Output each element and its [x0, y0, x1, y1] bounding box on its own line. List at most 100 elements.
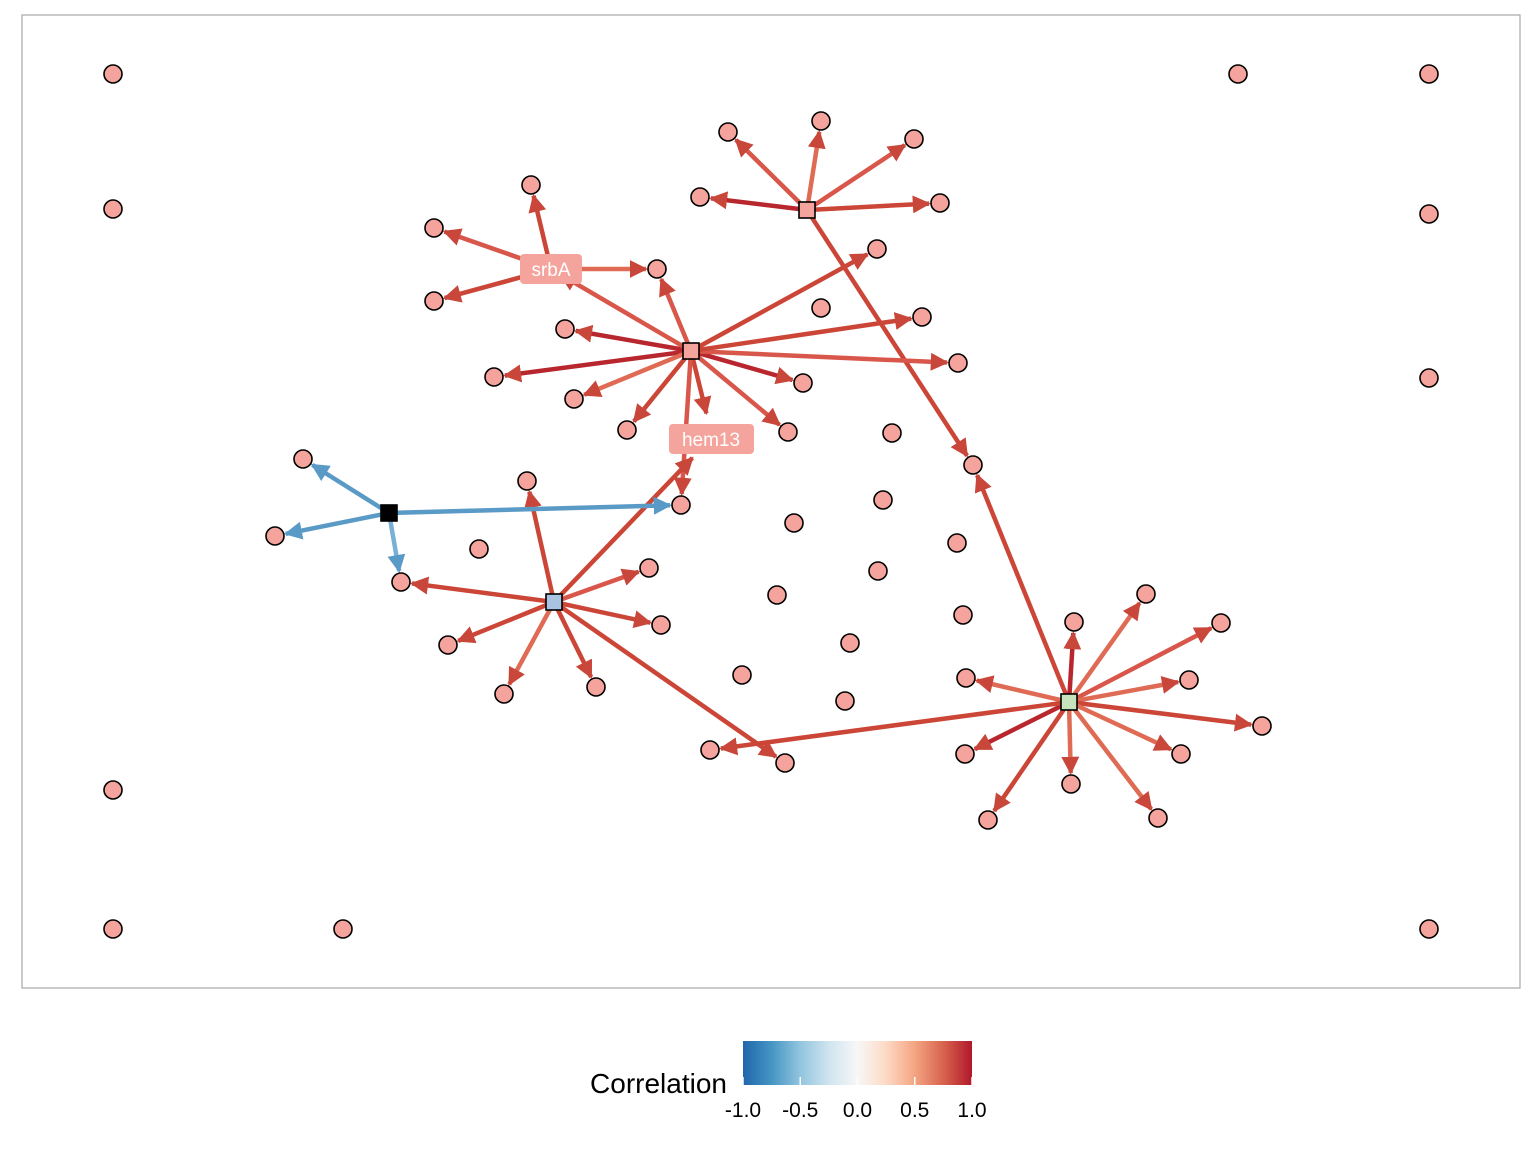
edge-24: [410, 576, 547, 604]
node-layer: [103, 64, 1439, 939]
edge-6: [528, 193, 552, 262]
gene-node-62: [978, 810, 998, 830]
edge-28: [561, 601, 653, 629]
gene-node-26: [793, 373, 813, 393]
edge-20: [659, 277, 691, 345]
legend-title: Correlation: [590, 1068, 727, 1099]
gene-node-31: [265, 526, 285, 546]
edge-43: [1072, 706, 1154, 811]
edge-36: [974, 473, 1069, 696]
gene-node-21: [811, 298, 831, 318]
gene-node-6: [103, 780, 123, 800]
legend-tick-label-3: 0.5: [900, 1099, 929, 1122]
gene-node-63: [955, 744, 975, 764]
gene-node-33: [391, 572, 411, 592]
gene-node-44: [947, 533, 967, 553]
legend-ticks: -1.0 -0.5 0.0 0.5 1.0: [725, 1077, 987, 1122]
edge-11: [503, 349, 684, 383]
edge-33: [284, 512, 382, 540]
edge-40: [1076, 676, 1180, 703]
legend-tick-label-2: 0.0: [843, 1099, 872, 1122]
gene-node-35: [517, 471, 537, 491]
edge-42: [1075, 703, 1173, 752]
gene-node-42: [873, 490, 893, 510]
edge-21: [558, 272, 686, 349]
edge-5: [809, 215, 969, 458]
gene-node-37: [651, 615, 671, 635]
gene-node-2: [1228, 64, 1248, 84]
gene-node-24: [564, 389, 584, 409]
gene-node-61: [1061, 774, 1081, 794]
gene-node-30: [293, 449, 313, 469]
edge-34: [387, 520, 406, 573]
gene-node-8: [333, 919, 353, 939]
edge-38: [1071, 601, 1142, 697]
gene-node-18: [424, 291, 444, 311]
gene-node-43: [784, 513, 804, 533]
hem13-label-box: [669, 424, 754, 454]
gene-node-7: [103, 919, 123, 939]
gene-node-58: [1252, 716, 1272, 736]
gene-node-47: [953, 605, 973, 625]
gene-node-46: [767, 585, 787, 605]
regulator-node-h3: [545, 593, 563, 611]
gene-node-29: [882, 423, 902, 443]
gene-node-34: [671, 495, 691, 515]
edge-14: [690, 358, 712, 416]
edge-46: [973, 703, 1063, 752]
legend-tick-label-0: -1.0: [725, 1099, 761, 1122]
gene-node-4: [1419, 204, 1439, 224]
gene-node-17: [424, 218, 444, 238]
edge-18: [698, 312, 913, 353]
edge-39: [1075, 626, 1213, 701]
gene-node-56: [1211, 613, 1231, 633]
edge-2: [812, 143, 907, 208]
gene-node-53: [775, 753, 795, 773]
gene-node-36: [639, 558, 659, 578]
label-hem13: hem13: [669, 424, 754, 454]
edge-26: [507, 607, 553, 686]
gene-node-51: [835, 691, 855, 711]
gene-node-3: [1419, 64, 1439, 84]
edge-31: [559, 604, 778, 759]
gene-node-16: [521, 175, 541, 195]
edge-47: [974, 675, 1062, 703]
edge-35: [396, 496, 672, 516]
regulator-node-h1: [798, 201, 816, 219]
edge-48: [719, 700, 1062, 756]
gene-node-59: [1171, 744, 1191, 764]
gene-node-55: [1136, 584, 1156, 604]
regulator-node-h4: [380, 504, 398, 522]
gene-node-19: [647, 259, 667, 279]
gene-node-25: [617, 420, 637, 440]
edge-37: [1063, 631, 1082, 695]
legend-tick-label-4: 1.0: [957, 1099, 986, 1122]
edge-41: [1076, 700, 1253, 732]
edge-19: [696, 252, 869, 350]
gene-node-60: [1148, 808, 1168, 828]
gene-node-48: [840, 633, 860, 653]
gene-node-27: [948, 353, 968, 373]
edge-13: [632, 355, 688, 423]
edge-29: [560, 568, 641, 602]
gene-node-54: [1064, 612, 1084, 632]
gene-node-0: [103, 64, 123, 84]
gene-node-10: [718, 122, 738, 142]
legend: Correlation -1.0 -0.5 0.0 0.5 1.0: [590, 1041, 987, 1122]
edge-17: [698, 349, 949, 371]
edge-4: [814, 195, 931, 214]
gene-node-41: [963, 455, 983, 475]
edge-44: [1061, 709, 1080, 775]
gene-node-20: [555, 319, 575, 339]
gene-node-1: [103, 199, 123, 219]
regulator-node-h2: [682, 342, 700, 360]
gene-node-13: [690, 187, 710, 207]
legend-tick-label-1: -0.5: [782, 1099, 818, 1122]
edge-32: [310, 462, 384, 511]
edge-1: [806, 130, 826, 203]
gene-node-12: [904, 129, 924, 149]
edge-25: [456, 602, 548, 644]
gene-node-32: [469, 539, 489, 559]
gene-node-9: [1419, 919, 1439, 939]
